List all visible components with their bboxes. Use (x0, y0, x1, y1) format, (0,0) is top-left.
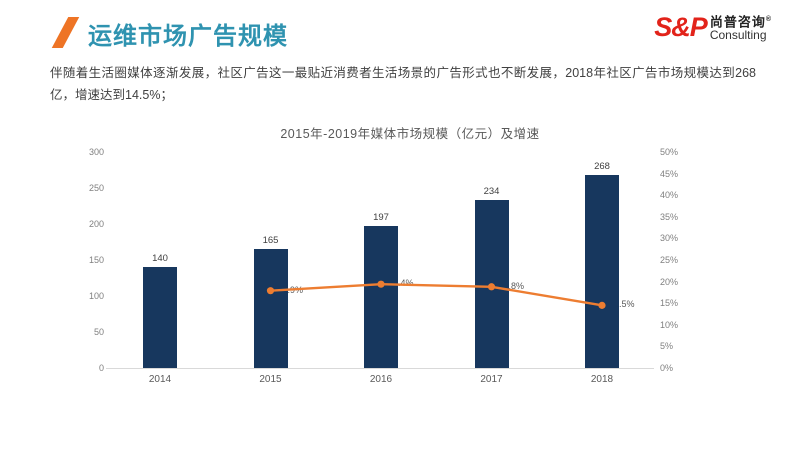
bar-value-label: 165 (262, 235, 279, 247)
bar-2015 (253, 249, 288, 368)
line-value-label: 14.5% (609, 299, 635, 310)
x-axis-label: 2015 (259, 374, 282, 385)
left-axis-tick: 150 (88, 255, 104, 265)
right-axis-tick: 15% (660, 298, 679, 309)
left-axis-tick: 50 (93, 327, 104, 337)
logo-sub-name: Consulting (709, 28, 767, 43)
bar-value-label: 268 (594, 161, 610, 173)
right-axis-tick: 0% (660, 363, 674, 373)
x-axis-line (106, 368, 654, 369)
right-axis-tick: 35% (660, 211, 679, 222)
logo-brand-text: S&P (654, 12, 708, 42)
right-axis-tick: 45% (660, 168, 679, 179)
growth-line (270, 282, 603, 307)
right-axis-tick: 25% (660, 255, 679, 265)
bar-2016 (364, 226, 398, 368)
x-axis-label: 2018 (590, 374, 614, 385)
bar-value-label: 234 (483, 185, 500, 197)
left-axis-tick: 200 (88, 219, 104, 229)
summary-paragraph: 伴随着生活圈媒体逐渐发展，社区广告这一最贴近消费者生活场景的广告形式也不断发展，… (50, 66, 756, 102)
right-axis-tick: 30% (660, 233, 679, 244)
bar-2014 (143, 267, 177, 368)
x-axis-label: 2014 (148, 374, 172, 385)
bar-value-label: 140 (152, 253, 168, 265)
page-title: 运维市场广告规模 (88, 23, 288, 50)
left-axis-tick: 250 (88, 183, 104, 193)
bar-2018 (585, 175, 619, 368)
right-axis-tick: 5% (660, 341, 674, 352)
right-axis-tick: 50% (660, 147, 679, 157)
left-axis-tick: 300 (88, 147, 104, 157)
left-axis-tick: 0 (98, 363, 104, 373)
right-axis-tick: 40% (660, 190, 679, 201)
registered-mark: ® (765, 16, 772, 23)
bar-2017 (474, 199, 509, 368)
x-axis-label: 2017 (480, 374, 503, 385)
right-axis-tick: 10% (660, 319, 679, 330)
bar-value-label: 197 (373, 212, 389, 224)
chart-title: 2015年-2019年媒体市场规模（亿元）及增速 (280, 127, 540, 141)
left-axis-tick: 100 (88, 291, 104, 301)
right-axis-tick: 20% (660, 276, 679, 287)
x-axis-label: 2016 (369, 374, 393, 385)
logo-cn-name: 尚普咨询® (709, 14, 772, 30)
company-logo: S&P 尚普咨询® Consulting (654, 12, 772, 42)
